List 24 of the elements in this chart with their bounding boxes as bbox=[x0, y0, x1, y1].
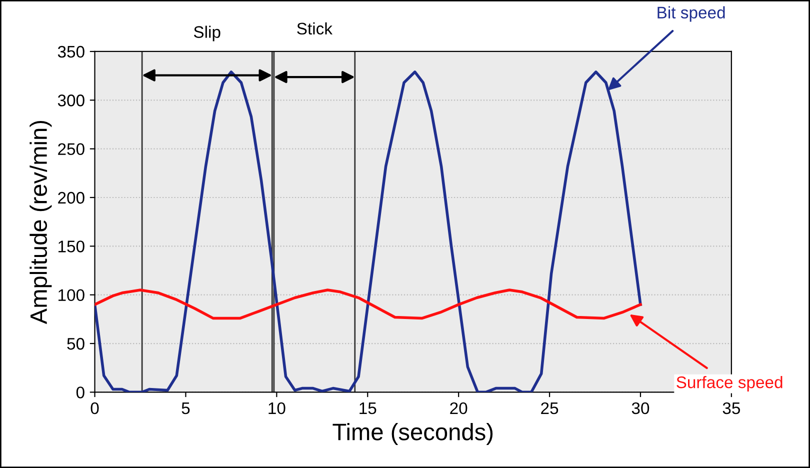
y-axis-title: Amplitude (rev/min) bbox=[30, 120, 52, 324]
x-tick-label: 30 bbox=[632, 402, 650, 414]
y-tick-label: 50 bbox=[67, 338, 84, 350]
y-tick-label: 250 bbox=[58, 143, 84, 156]
annotation: Surface speed bbox=[676, 376, 782, 392]
y-tick-label: 150 bbox=[58, 240, 84, 252]
x-tick-label: 0 bbox=[90, 402, 99, 414]
y-tick-label: 350 bbox=[58, 46, 84, 58]
line-series bbox=[94, 288, 642, 320]
line-series bbox=[94, 70, 642, 392]
text: Stick bbox=[297, 22, 332, 35]
x-tick-label: 15 bbox=[360, 402, 376, 414]
x-tick-label: 35 bbox=[722, 402, 740, 414]
y-tick-label: 100 bbox=[58, 289, 84, 302]
annotation: Bit speed bbox=[658, 6, 725, 22]
x-tick-label: 5 bbox=[182, 402, 190, 414]
text: Slip bbox=[194, 26, 220, 42]
y-tick-label: 300 bbox=[58, 94, 84, 106]
y-tick-label: 200 bbox=[58, 192, 84, 204]
y-tick-label: 0 bbox=[76, 386, 84, 398]
x-tick-label: 20 bbox=[450, 402, 468, 414]
x-tick-label: 25 bbox=[541, 402, 558, 414]
x-axis-title: Time (seconds) bbox=[332, 423, 493, 445]
x-tick-label: 10 bbox=[268, 402, 286, 414]
